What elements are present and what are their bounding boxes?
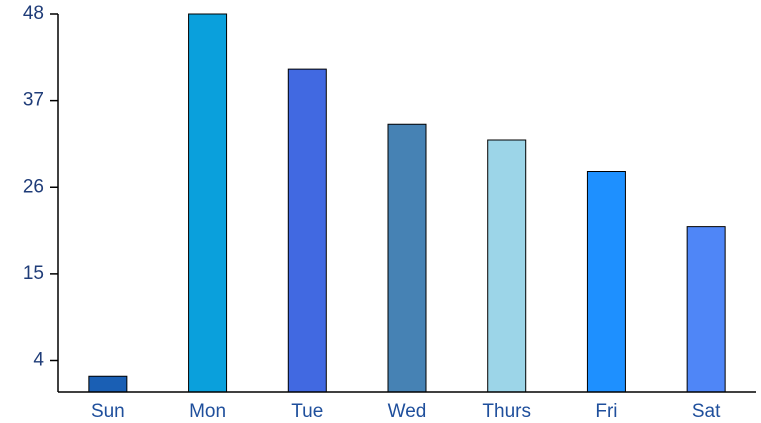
y-axis-ticks: 4 15 26 37 48: [23, 3, 58, 371]
y-tick-label: 37: [23, 90, 44, 111]
bar-tue: [287, 68, 327, 393]
bar-fri: [586, 171, 626, 393]
bar-wed: [387, 123, 427, 393]
x-tick-label: Wed: [388, 401, 427, 422]
bar-mon: [188, 13, 228, 393]
bar-sun: [88, 375, 128, 393]
bar-sat: [686, 226, 726, 393]
bar-thurs: [487, 139, 527, 393]
x-tick-label: Sun: [91, 401, 125, 422]
x-tick-label: Mon: [189, 401, 226, 422]
y-tick-label: 26: [23, 176, 44, 197]
x-tick-label: Tue: [291, 401, 323, 422]
x-tick-label: Fri: [595, 401, 617, 422]
x-tick-label: Sat: [692, 401, 721, 422]
x-tick-label: Thurs: [482, 401, 531, 422]
y-tick-label: 48: [23, 3, 44, 24]
y-tick-label: 15: [23, 263, 44, 284]
y-tick-label: 4: [33, 350, 44, 371]
x-axis-labels: Sun Mon Tue Wed Thurs Fri Sat: [91, 401, 721, 422]
bars: [88, 13, 726, 393]
